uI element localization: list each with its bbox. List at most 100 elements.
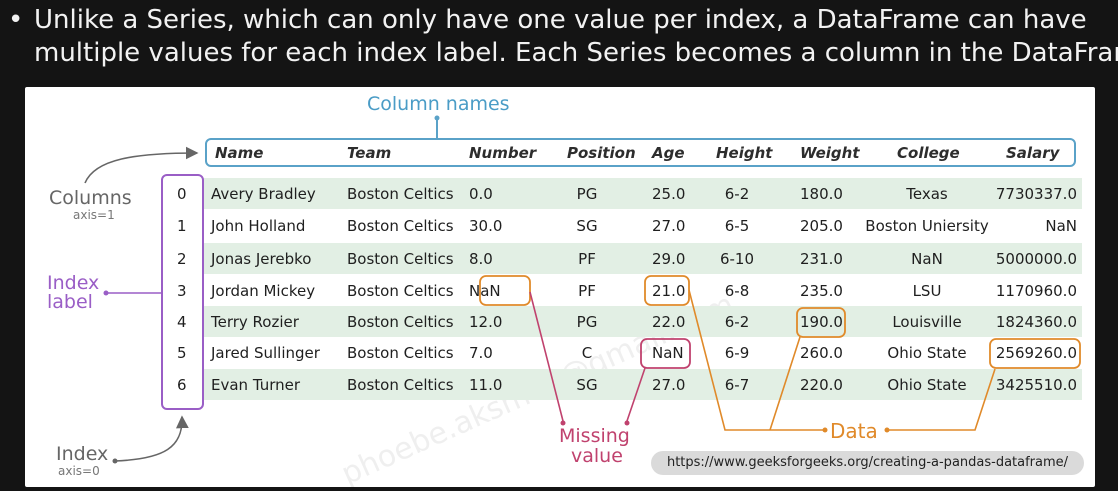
table-cell: 30.0 (469, 217, 503, 235)
table-cell: Boston Celtics (347, 250, 454, 268)
index-arrow (114, 415, 189, 462)
table-cell: 3425510.0 (995, 376, 1077, 394)
column-header: Number (469, 144, 537, 162)
table-cell: Boston Celtics (347, 344, 454, 362)
table-cell: Avery Bradley (211, 185, 316, 203)
index-label-line-2: label (47, 291, 93, 313)
table-cell: NaN (469, 282, 501, 300)
table-cell: Boston Celtics (347, 217, 454, 235)
column-header: Team (347, 144, 392, 162)
table-cell: 6-2 (724, 185, 750, 203)
table-cell: Boston Celtics (347, 185, 454, 203)
data-salary-box (989, 338, 1081, 369)
table-cell: 2569260.0 (995, 344, 1077, 362)
column-header: College (897, 144, 960, 162)
data-line-3 (887, 368, 996, 431)
table-cell: LSU (912, 282, 942, 300)
columns-arrow (84, 146, 199, 184)
table-cell: 180.0 (800, 185, 843, 203)
nan-number-box (479, 275, 531, 306)
index-cell: 6 (177, 376, 187, 394)
table-cell: Evan Turner (211, 376, 301, 394)
table-cell: SG (576, 376, 598, 394)
table-cell: 6-8 (724, 282, 750, 300)
column-names-label: Column names (367, 93, 510, 115)
row-band (202, 306, 1082, 337)
table-cell: Ohio State (887, 344, 967, 362)
data-age-box (644, 275, 690, 306)
caption-line-2: multiple values for each index label. Ea… (34, 38, 1118, 68)
index-cell: 4 (177, 313, 187, 331)
table-cell: 27.0 (652, 217, 686, 235)
column-header: Name (215, 144, 264, 162)
table-cell: 205.0 (800, 217, 843, 235)
table-cell: 190.0 (800, 313, 843, 331)
index-cell: 2 (177, 250, 187, 268)
table-cell: 12.0 (469, 313, 503, 331)
index-box (161, 174, 204, 410)
table-cell: Boston Celtics (347, 376, 454, 394)
index-cell: 3 (177, 282, 187, 300)
nan-age-box (640, 338, 691, 369)
table-cell: Ohio State (887, 376, 967, 394)
annotation-lines (84, 115, 1081, 464)
table-cell: PF (578, 282, 596, 300)
table-cell: 11.0 (469, 376, 503, 394)
table-cell: 7.0 (469, 344, 493, 362)
table-cell: NaN (652, 344, 684, 362)
table-cell: Boston Celtics (347, 282, 454, 300)
table-cell: Louisville (892, 313, 962, 331)
index-label-line-1: Index (47, 272, 100, 294)
table-cell: Boston Uniersity (865, 217, 989, 235)
table-cell: 6-7 (724, 376, 750, 394)
data-line-1 (688, 289, 825, 431)
table-cell: 231.0 (800, 250, 843, 268)
column-header: Height (716, 144, 773, 162)
index-label: Index (56, 443, 109, 465)
table-cell: 22.0 (652, 313, 686, 331)
table-cell: 6-5 (724, 217, 750, 235)
data-label: Data (830, 419, 878, 443)
table-cell: PG (576, 313, 598, 331)
data-line-2 (769, 336, 801, 431)
index-cell: 0 (177, 185, 187, 203)
table-cell: Boston Celtics (347, 313, 454, 331)
column-header: Position (567, 144, 636, 162)
table-cell: Jordan Mickey (211, 282, 316, 300)
column-header-box (205, 138, 1076, 167)
dataframe-diagram: phoebe.aksmey@gmail.com Name Team Number Po… (25, 87, 1095, 487)
table-cell: 29.0 (652, 250, 686, 268)
source-url[interactable]: https://www.geeksforgeeks.org/creating-a… (651, 451, 1084, 475)
table-cell: NaN (911, 250, 943, 268)
column-header: Salary (1006, 144, 1060, 162)
row-band (202, 243, 1082, 274)
missing-line-1 (529, 291, 564, 422)
table-cell: 6-9 (724, 344, 750, 362)
data-weight-box (796, 307, 846, 338)
table-cell: Jonas Jerebko (211, 250, 312, 268)
column-header: Weight (800, 144, 860, 162)
table-cell: NaN (1045, 217, 1077, 235)
row-band (202, 178, 1082, 209)
table-cell: 25.0 (652, 185, 686, 203)
table-cell: PG (576, 185, 598, 203)
table-cell: 5000000.0 (995, 250, 1077, 268)
missing-value-label-2: value (571, 445, 623, 467)
caption-bullet: • (8, 5, 24, 35)
table-cell: 0.0 (469, 185, 493, 203)
table-cell: 7730337.0 (995, 185, 1077, 203)
table-cell: 21.0 (652, 282, 686, 300)
columns-axis-label: axis=1 (73, 208, 115, 222)
table-cell: Jared Sullinger (211, 344, 320, 362)
caption-line-1: Unlike a Series, which can only have one… (34, 5, 1087, 35)
table-cell: 6-10 (719, 250, 755, 268)
table-cell: C (581, 344, 593, 362)
index-axis-label: axis=0 (58, 464, 100, 478)
table-cell: 8.0 (469, 250, 493, 268)
table-cell: 220.0 (800, 376, 843, 394)
table-cell: Terry Rozier (211, 313, 299, 331)
table-cell: 1170960.0 (995, 282, 1077, 300)
table-cell: 6-2 (724, 313, 750, 331)
missing-value-label-1: Missing (559, 425, 630, 447)
table-cell: Texas (906, 185, 948, 203)
